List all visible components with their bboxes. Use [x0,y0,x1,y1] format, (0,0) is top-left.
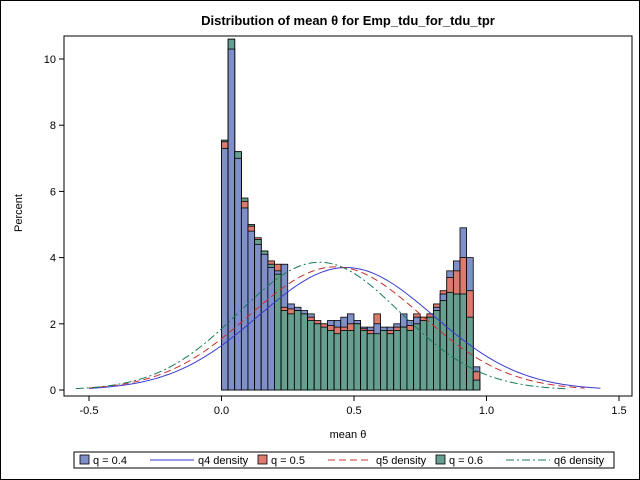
x-tick-label: -0.5 [80,405,99,417]
y-tick-label: 10 [44,54,56,66]
legend-label: q6 density [554,455,605,467]
y-tick-label: 2 [50,319,56,331]
bar-s3-bin-20 [354,324,361,390]
x-tick-label: 1.0 [479,405,494,417]
x-tick-label: 1.5 [611,405,626,417]
legend-label: q = 0.5 [271,455,305,467]
bar-s3-bin-16 [328,330,335,390]
bar-s1-bin-1 [228,49,235,390]
bars-layer [222,39,480,390]
bar-s3-bin-15 [321,327,328,390]
y-axis-label: Percent [13,194,25,232]
bar-s3-bin-32 [434,311,441,390]
legend-label: q = 0.4 [93,455,127,467]
bar-s3-bin-24 [381,330,388,390]
chart-title: Distribution of mean θ for Emp_tdu_for_t… [201,13,495,28]
legend-swatch [258,455,267,464]
bar-s3-bin-23 [374,334,381,390]
legend-label: q5 density [376,455,427,467]
bar-s1-bin-6 [261,254,268,390]
bar-s3-bin-14 [314,324,321,390]
bar-s1-bin-5 [255,244,262,390]
bar-s3-bin-12 [301,314,308,390]
bar-s1-bin-4 [248,231,255,390]
bar-s3-bin-17 [334,334,341,390]
legend: q = 0.4 q4 density q = 0.5 q5 density q = 0.… [74,452,614,468]
x-tick-label: 0.5 [346,405,361,417]
bar-s3-bin-29 [414,324,421,390]
legend-label: q4 density [198,455,249,467]
legend-swatch [80,455,89,464]
legend-label: q = 0.6 [449,455,483,467]
legend-swatch [436,455,445,464]
bar-s3-bin-22 [367,334,374,390]
bar-s3-bin-10 [288,314,295,390]
bar-s3-bin-18 [341,330,348,390]
bar-s3-bin-26 [394,330,401,390]
bar-s3-bin-38 [473,380,480,390]
y-tick-label: 0 [50,385,56,397]
bar-s3-bin-19 [347,330,354,390]
bar-s1-bin-2 [235,158,242,390]
bar-s3-bin-11 [294,311,301,390]
bar-s1-bin-0 [222,148,229,390]
bar-s3-bin-25 [387,334,394,390]
x-tick-label: 0.0 [214,405,229,417]
x-axis-label: mean θ [330,429,367,441]
bar-s3-bin-28 [407,330,414,390]
y-tick-label: 6 [50,186,56,198]
bar-s1-bin-3 [241,208,248,390]
bar-s3-bin-9 [281,311,288,390]
bar-s3-bin-21 [361,330,368,390]
bar-s3-bin-30 [420,320,427,390]
bar-s1-bin-7 [268,268,275,390]
bar-s3-bin-33 [440,301,447,390]
y-tick-label: 8 [50,120,56,132]
bar-s3-bin-8 [275,274,282,390]
bar-s3-bin-31 [427,317,434,390]
y-tick-label: 4 [50,253,56,265]
bar-s3-bin-13 [308,320,315,390]
bar-s3-bin-27 [400,327,407,390]
